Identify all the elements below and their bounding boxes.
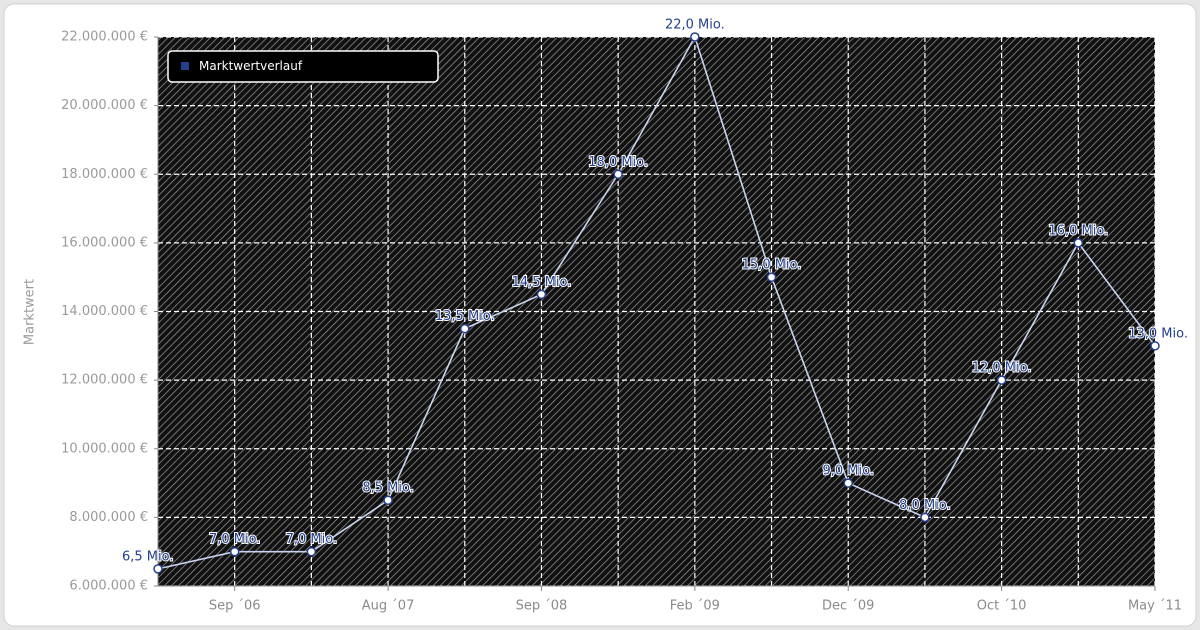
data-point: [1073, 238, 1084, 248]
x-tick-label: Dec ´09: [822, 599, 874, 614]
x-tick-label: Sep ´06: [209, 599, 261, 614]
y-tick-label: 16.000.000 €: [61, 235, 148, 250]
y-tick-label: 14.000.000 €: [61, 304, 148, 319]
data-point: [536, 289, 547, 300]
y-tick-label: 20.000.000 €: [61, 98, 148, 113]
legend-box: [167, 50, 439, 83]
x-tick-label: Aug ´07: [362, 599, 415, 614]
data-label: 15,0 Mio.: [742, 258, 802, 273]
data-point: [843, 478, 853, 488]
legend-swatch: [181, 62, 189, 70]
x-tick-label: May ´11: [1128, 599, 1182, 614]
data-label: 13,0 Mio.: [1128, 326, 1188, 341]
y-tick-label: 12.000.000 €: [61, 373, 148, 388]
data-label: 18,0 Mio.: [588, 155, 648, 170]
y-tick-label: 22.000.000 €: [61, 30, 148, 45]
data-point: [306, 546, 317, 557]
data-label: 12,0 Mio.: [972, 361, 1032, 376]
data-point: [383, 495, 393, 505]
data-point: [766, 272, 777, 282]
legend-label: Marktwertverlauf: [199, 59, 303, 73]
data-label: 14,5 Mio.: [512, 275, 572, 290]
data-label: 9,0 Mio.: [822, 464, 874, 479]
legend: Marktwertverlauf: [167, 50, 439, 83]
data-point: [460, 323, 470, 334]
data-label: 8,0 Mio.: [899, 498, 951, 513]
data-point: [153, 564, 163, 574]
y-tick-label: 10.000.000 €: [61, 441, 148, 456]
x-tick-label: Sep ´08: [516, 599, 568, 614]
data-label: 7,0 Mio.: [209, 532, 261, 547]
data-point: [613, 169, 623, 179]
y-tick-label: 18.000.000 €: [61, 167, 148, 182]
x-tick-label: Oct ´10: [977, 599, 1027, 614]
y-tick-label: 6.000.000 €: [69, 579, 148, 594]
data-label: 8,5 Mio.: [362, 481, 414, 496]
x-tick-label: Feb ´09: [670, 599, 720, 614]
data-label: 6,5 Mio.: [122, 549, 174, 564]
data-label: 13,5 Mio.: [435, 309, 495, 324]
data-point: [690, 32, 700, 42]
data-label: 22,0 Mio.: [665, 18, 725, 33]
data-label: 7,0 Mio.: [286, 532, 338, 547]
data-point: [1150, 341, 1160, 351]
data-label: 16,0 Mio.: [1048, 223, 1108, 238]
series-line: [157, 34, 1156, 570]
y-axis-label: Marktwert: [23, 279, 38, 345]
data-point: [229, 546, 240, 557]
data-point: [996, 375, 1007, 385]
data-point: [920, 512, 930, 523]
y-tick-label: 8.000.000 €: [69, 510, 148, 525]
